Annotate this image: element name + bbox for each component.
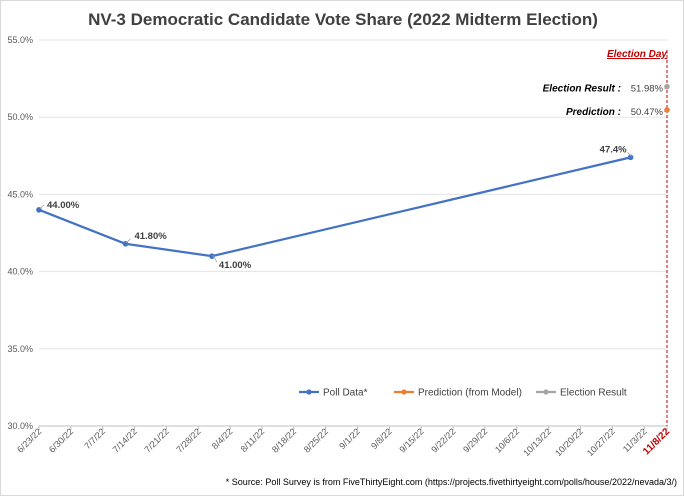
data-label-leader <box>212 254 218 263</box>
x-tick-label: 7/28/22 <box>174 426 202 454</box>
x-tick-label: 7/14/22 <box>111 426 139 454</box>
y-tick-label: 35.0% <box>7 344 33 354</box>
annotation-leader <box>663 109 667 113</box>
x-tick-label: 8/18/22 <box>270 426 298 454</box>
data-label-leader <box>39 204 45 210</box>
annotation-label: Prediction : <box>566 107 621 118</box>
annotation-value: 51.98% <box>631 84 664 95</box>
x-tick-label: 9/29/22 <box>461 426 489 454</box>
data-point <box>209 253 215 259</box>
annotation-label: Election Result : <box>543 84 621 95</box>
y-tick-label: 50.0% <box>7 112 33 122</box>
data-point <box>627 154 634 161</box>
data-label-leader <box>126 238 131 244</box>
annotation-leader <box>663 86 667 89</box>
footnote: * Source: Poll Survey is from FiveThirty… <box>226 477 677 487</box>
x-axis: 6/23/22 6/30/22 7/7/22 7/14/22 7/21/22 7/28/2… <box>15 426 672 458</box>
series-group: 44.00% 41.80% 41.00% 47.4% 50.47% Prediction … <box>36 83 670 271</box>
x-tick-label: 8/4/22 <box>210 426 235 451</box>
x-tick-label: 10/6/22 <box>493 426 521 454</box>
chart-title: NV-3 Democratic Candidate Vote Share (20… <box>88 10 598 29</box>
legend: Poll Data* Prediction (from Model) Electio… <box>299 388 627 399</box>
legend-label: Election Result <box>560 388 627 399</box>
data-label: 41.00% <box>219 260 252 271</box>
y-tick-label: 40.0% <box>7 267 33 277</box>
legend-marker <box>401 389 407 395</box>
x-tick-label: 6/30/22 <box>47 426 75 454</box>
data-label: 44.00% <box>47 200 80 211</box>
legend-marker <box>306 389 312 395</box>
gridlines <box>39 39 667 427</box>
data-label-leader <box>627 152 632 157</box>
x-tick-label: 9/15/22 <box>397 426 425 454</box>
x-tick-label: 7/21/22 <box>143 426 171 454</box>
y-tick-label: 45.0% <box>7 189 33 199</box>
x-tick-label: 9/8/22 <box>369 426 394 451</box>
data-label: 41.80% <box>134 231 167 242</box>
x-tick-label: 9/1/22 <box>337 426 362 451</box>
annotation-value: 50.47% <box>631 107 664 118</box>
y-tick-label: 55.0% <box>7 35 33 45</box>
x-tick-label: 10/27/22 <box>585 426 617 458</box>
x-tick-label: 7/7/22 <box>82 426 107 451</box>
y-tick-label: 30.0% <box>7 421 33 431</box>
data-label: 47.4% <box>600 144 627 155</box>
x-tick-label: 10/13/22 <box>521 426 553 458</box>
legend-marker <box>543 389 549 395</box>
x-tick-label: 8/25/22 <box>302 426 330 454</box>
series-line <box>38 156 631 258</box>
election-day-label: Election Day <box>607 49 667 60</box>
x-tick-label: 10/20/22 <box>553 426 585 458</box>
y-axis: 30.0% 35.0% 40.0% 45.0% 50.0% 55.0% <box>7 35 33 431</box>
legend-label: Poll Data* <box>323 388 368 399</box>
election-day-marker: Election Day <box>607 49 668 426</box>
x-tick-label: 8/11/22 <box>239 426 267 454</box>
data-point <box>664 107 670 113</box>
data-point <box>664 83 670 90</box>
legend-label: Prediction (from Model) <box>418 388 522 399</box>
x-tick-label: 9/22/22 <box>429 426 457 454</box>
